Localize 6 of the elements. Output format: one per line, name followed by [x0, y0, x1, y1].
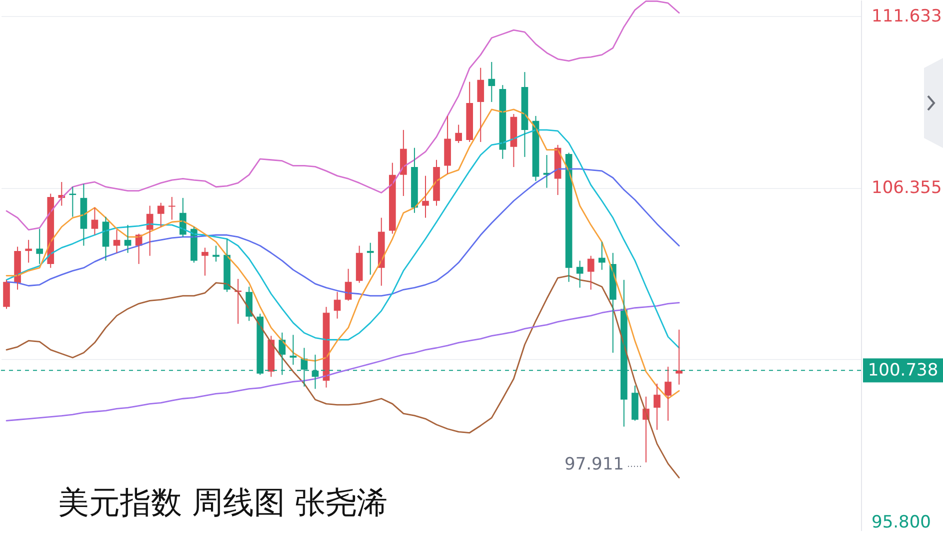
- y-tick-label: 111.633: [872, 6, 942, 27]
- y-tick-label: 95.800: [872, 512, 931, 532]
- ref-line-label: 100.738: [868, 360, 938, 380]
- annotation: 97.911: [564, 454, 624, 474]
- text: 美元指数 周线图 张尧浠: [58, 484, 388, 523]
- y-tick-label: 106.355: [872, 178, 942, 198]
